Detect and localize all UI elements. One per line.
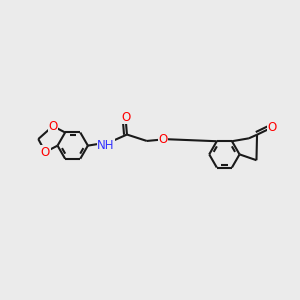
Text: O: O [158,133,167,146]
Text: O: O [121,110,130,124]
Text: NH: NH [97,139,115,152]
Text: O: O [48,120,58,133]
Text: O: O [268,121,277,134]
Text: O: O [41,146,50,158]
